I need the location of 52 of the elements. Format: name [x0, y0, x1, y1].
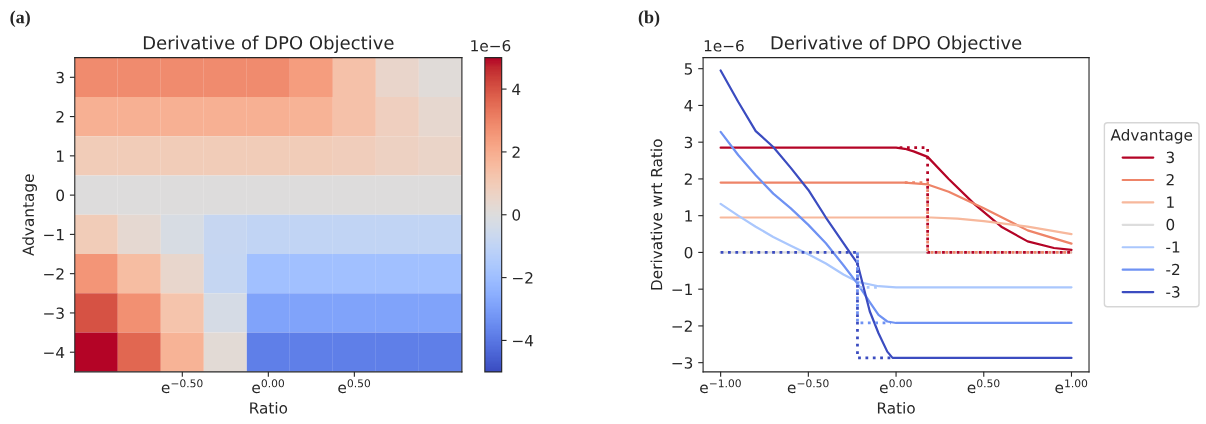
y-tick-label: 5: [684, 63, 693, 75]
y-tick-label: −3: [672, 357, 693, 369]
color-bar-label: −4: [513, 335, 534, 347]
y-tick-label: 1: [685, 210, 692, 222]
y-tick-label: −4: [44, 346, 65, 359]
legend-label: -3: [1166, 286, 1180, 298]
y-tick-label: 3: [56, 71, 64, 84]
x-tick-label: e$^{0.50}$: [967, 379, 1000, 394]
x-axis-title: Ratio: [250, 401, 288, 414]
line-series: [719, 202, 1073, 289]
text: (b): [638, 10, 660, 27]
x-tick-label: e$^{0.00}$: [252, 379, 285, 394]
legend-title: Advantage: [1110, 128, 1193, 144]
text: (a): [10, 10, 30, 27]
y-axis-title: Derivative wrt Ratio: [650, 139, 663, 290]
x-tick-label: e$^{0.00}$: [879, 379, 912, 394]
text: 1e−6: [704, 40, 744, 52]
y-tick-label: 3: [684, 136, 693, 149]
y-tick-label: 2: [56, 111, 64, 123]
x-tick-label: e$^{−0.50}$: [161, 379, 203, 394]
x-tick-label: e$^{1.00}$: [1055, 379, 1088, 394]
y-tick-label: −2: [672, 320, 692, 332]
color-bar-label: −2: [513, 272, 533, 284]
color-bar-label: 2: [512, 146, 520, 158]
y-tick-label: 1: [57, 150, 64, 162]
color-bar-label: 4: [512, 83, 521, 95]
x-tick-label: e$^{0.50}$: [338, 379, 371, 394]
chart-title: Derivative of DPO Objective: [771, 35, 1022, 54]
y-tick-label: 0: [684, 246, 693, 259]
legend-label: 0: [1166, 218, 1175, 231]
y-tick-label: −2: [44, 268, 64, 280]
text: 1e−6: [471, 40, 511, 52]
y-axis-title: Advantage: [22, 174, 37, 256]
y-tick-label: −3: [44, 307, 64, 319]
legend-label: 2: [1166, 174, 1174, 186]
y-tick-label: 4: [684, 100, 693, 112]
y-tick-label: 2: [684, 173, 692, 185]
x-axis-title: Ratio: [877, 401, 915, 414]
color-bar-label: 0: [512, 209, 521, 221]
x-tick-label: e$^{−1.00}$: [700, 379, 741, 394]
line-series: [719, 69, 1073, 359]
line-series: [719, 130, 1073, 325]
y-tick-label: −1: [672, 283, 692, 295]
x-tick-label: e$^{−0.50}$: [787, 379, 829, 394]
line-series: [719, 216, 1073, 236]
y-tick-label: −1: [44, 229, 64, 241]
legend-label: -2: [1166, 263, 1180, 276]
legend-label: 1: [1167, 196, 1174, 208]
legend-label: 3: [1166, 151, 1174, 164]
chart-title: Derivative of DPO Objective: [143, 35, 394, 54]
legend-label: -1: [1166, 241, 1180, 253]
y-tick-label: 0: [56, 189, 65, 202]
